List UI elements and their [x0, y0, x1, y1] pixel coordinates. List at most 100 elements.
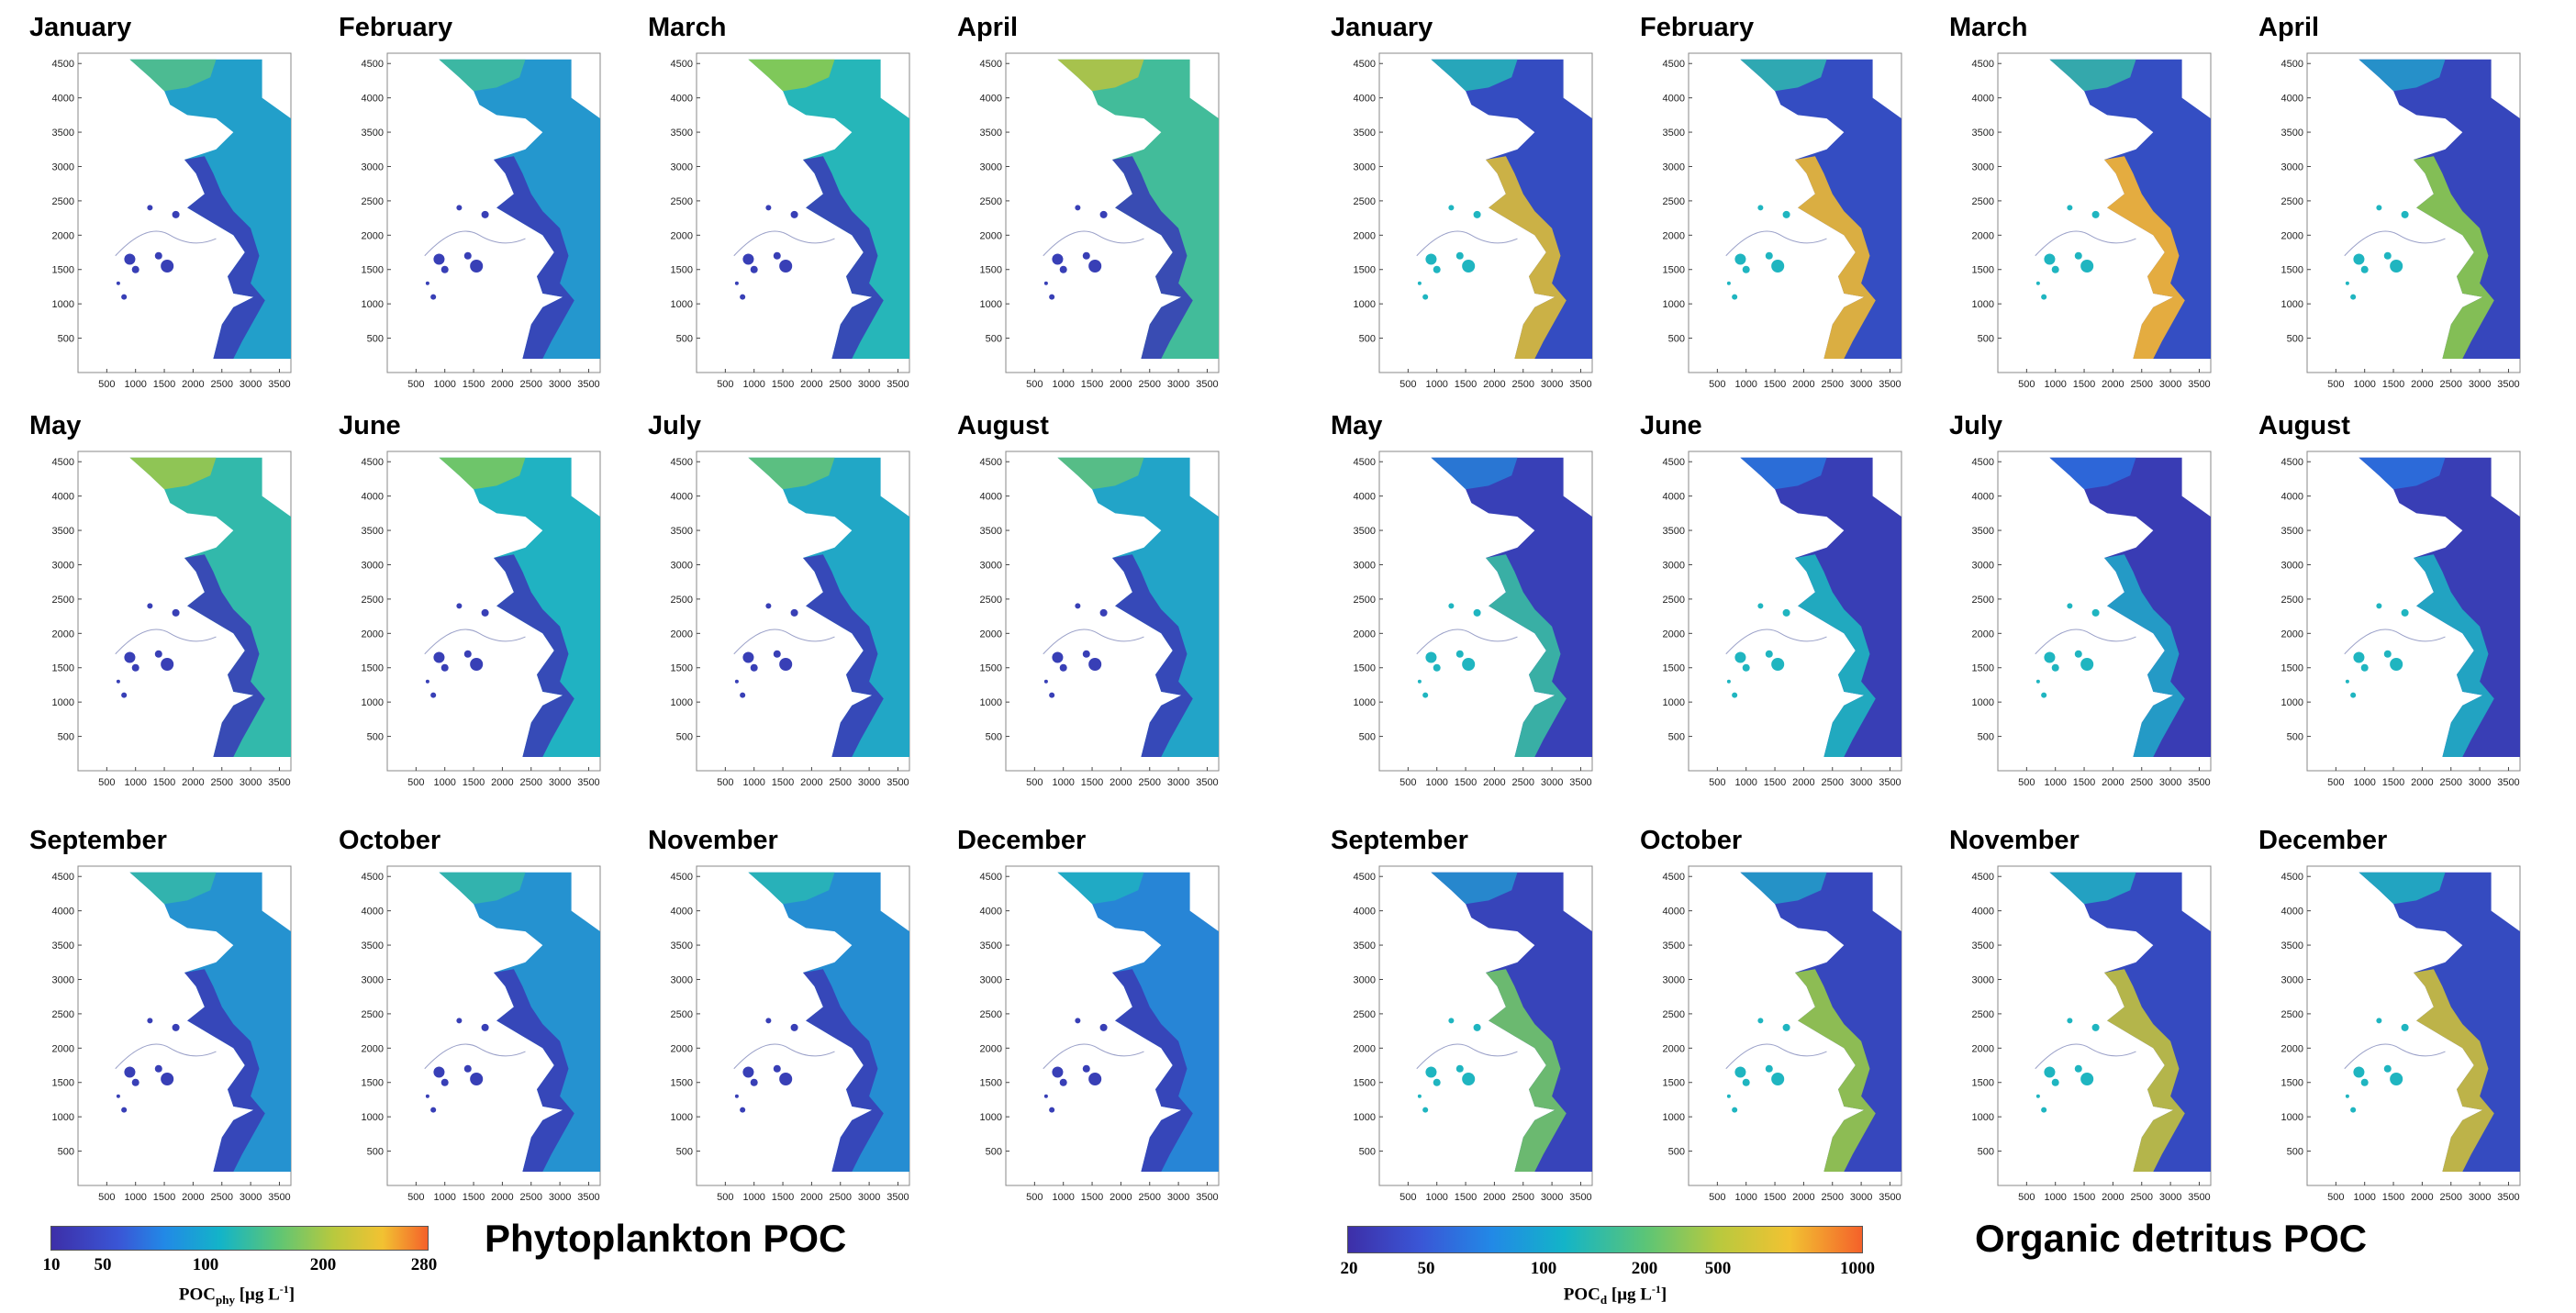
- y-tick-label: 4000: [980, 492, 1002, 503]
- nearshore-field: [2104, 156, 2185, 359]
- y-tick-label: 1500: [1354, 265, 1376, 276]
- y-tick-label: 3500: [671, 940, 693, 951]
- map-panel-det-october: 500 1000 1500 2000 2500 3000 3500 500 1000 1500 20…: [1663, 865, 1902, 1203]
- x-tick-label: 1000: [1734, 379, 1756, 390]
- inland-water-4: [2067, 1018, 2073, 1024]
- month-title-april: April: [2258, 13, 2320, 42]
- title-phytoplankton: Phytoplankton POC: [485, 1217, 847, 1260]
- colorbar-phy-tick-2: 100: [192, 1255, 219, 1274]
- inland-water-2: [2080, 657, 2094, 672]
- x-tick-label: 1500: [772, 777, 794, 788]
- inland-water-1: [1433, 1078, 1441, 1086]
- month-title-july: July: [648, 411, 702, 440]
- y-tick-label: 4500: [2281, 59, 2303, 70]
- inland-water-3: [1082, 650, 1090, 658]
- x-tick-label: 3000: [858, 777, 880, 788]
- inland-water-3: [2074, 650, 2082, 658]
- inland-water-1: [750, 1078, 758, 1086]
- inland-water-5: [1732, 692, 1738, 698]
- x-tick-label: 2500: [2131, 777, 2153, 788]
- y-tick-label: 1000: [52, 697, 74, 708]
- y-tick-label: 1000: [1354, 697, 1376, 708]
- y-tick-label: 4500: [362, 59, 384, 70]
- inland-water-3: [2383, 1064, 2392, 1073]
- y-tick-label: 2000: [362, 1043, 384, 1054]
- nearshore-field: [184, 554, 265, 757]
- x-tick-label: 3000: [2159, 777, 2181, 788]
- inland-water-7: [172, 1023, 180, 1031]
- y-tick-label: 500: [1359, 334, 1376, 345]
- y-tick-label: 3500: [52, 940, 74, 951]
- river-line: [424, 629, 526, 655]
- x-tick-label: 3500: [268, 379, 290, 390]
- x-tick-label: 1000: [124, 777, 146, 788]
- inland-water-7: [790, 608, 798, 617]
- y-tick-label: 500: [1978, 732, 1994, 743]
- x-tick-label: 1000: [1734, 777, 1756, 788]
- title-detritus: Organic detritus POC: [1975, 1217, 2368, 1260]
- x-tick-label: 500: [407, 379, 424, 390]
- inland-water-1: [1059, 1078, 1067, 1086]
- map-panel-det-august: 500 1000 1500 2000 2500 3000 3500 500 1000 1500 20…: [2281, 451, 2521, 788]
- inland-water-5: [430, 294, 437, 300]
- y-tick-label: 4000: [1663, 94, 1685, 105]
- x-tick-label: 2000: [2411, 777, 2433, 788]
- y-tick-label: 2500: [980, 1009, 1002, 1020]
- nearshore-field: [2104, 554, 2185, 757]
- x-tick-label: 1000: [433, 379, 455, 390]
- nearshore-field: [2414, 969, 2494, 1172]
- inland-water-0: [124, 1066, 136, 1078]
- inland-water-1: [1433, 265, 1441, 273]
- x-tick-label: 3500: [1196, 777, 1218, 788]
- month-title-june: June: [339, 411, 401, 440]
- x-tick-label: 3500: [2188, 1192, 2210, 1203]
- y-tick-label: 3000: [52, 560, 74, 571]
- river-line: [2344, 230, 2446, 257]
- y-tick-label: 500: [1359, 732, 1376, 743]
- y-tick-label: 1000: [1354, 299, 1376, 310]
- x-tick-label: 2500: [520, 777, 542, 788]
- inland-water-6: [734, 1094, 739, 1098]
- x-tick-label: 3500: [1879, 379, 1901, 390]
- inland-water-4: [765, 603, 772, 609]
- inland-water-5: [1422, 1107, 1429, 1113]
- y-tick-label: 3000: [362, 560, 384, 571]
- x-tick-label: 1500: [153, 379, 175, 390]
- month-title-february: February: [1640, 13, 1755, 42]
- colorbar-phy-tick-1: 50: [94, 1255, 112, 1274]
- y-tick-label: 2000: [671, 230, 693, 241]
- x-tick-label: 1500: [153, 1192, 175, 1203]
- inland-water-0: [2353, 1066, 2365, 1078]
- y-tick-label: 2500: [1972, 1009, 1994, 1020]
- y-tick-label: 500: [2287, 732, 2303, 743]
- y-tick-label: 4500: [362, 872, 384, 883]
- x-tick-label: 2500: [211, 379, 233, 390]
- y-tick-label: 4500: [671, 872, 693, 883]
- y-tick-label: 3000: [1663, 974, 1685, 985]
- y-tick-label: 1000: [671, 697, 693, 708]
- y-tick-label: 4000: [52, 94, 74, 105]
- y-tick-label: 2500: [362, 196, 384, 207]
- bohai-field: [1057, 59, 1144, 92]
- inland-water-5: [1422, 692, 1429, 698]
- inland-water-0: [1052, 253, 1064, 265]
- bohai-field: [2049, 59, 2136, 92]
- map-panel-det-december: 500 1000 1500 2000 2500 3000 3500 500 1000 1500 20…: [2281, 865, 2521, 1203]
- x-tick-label: 1000: [124, 1192, 146, 1203]
- month-title-january: January: [1331, 13, 1433, 42]
- y-tick-label: 500: [58, 732, 74, 743]
- x-tick-label: 3500: [268, 777, 290, 788]
- river-line: [1416, 230, 1518, 257]
- x-tick-label: 2500: [830, 777, 852, 788]
- x-tick-label: 1500: [1455, 1192, 1477, 1203]
- inland-water-6: [734, 679, 739, 684]
- x-tick-label: 2000: [2411, 1192, 2433, 1203]
- y-tick-label: 4500: [671, 59, 693, 70]
- nearshore-field: [1795, 156, 1876, 359]
- x-tick-label: 1000: [1425, 777, 1447, 788]
- x-tick-label: 500: [1026, 777, 1043, 788]
- inland-water-3: [154, 650, 162, 658]
- y-tick-label: 4000: [1663, 907, 1685, 918]
- y-tick-label: 1500: [2281, 663, 2303, 674]
- y-tick-label: 1500: [1663, 265, 1685, 276]
